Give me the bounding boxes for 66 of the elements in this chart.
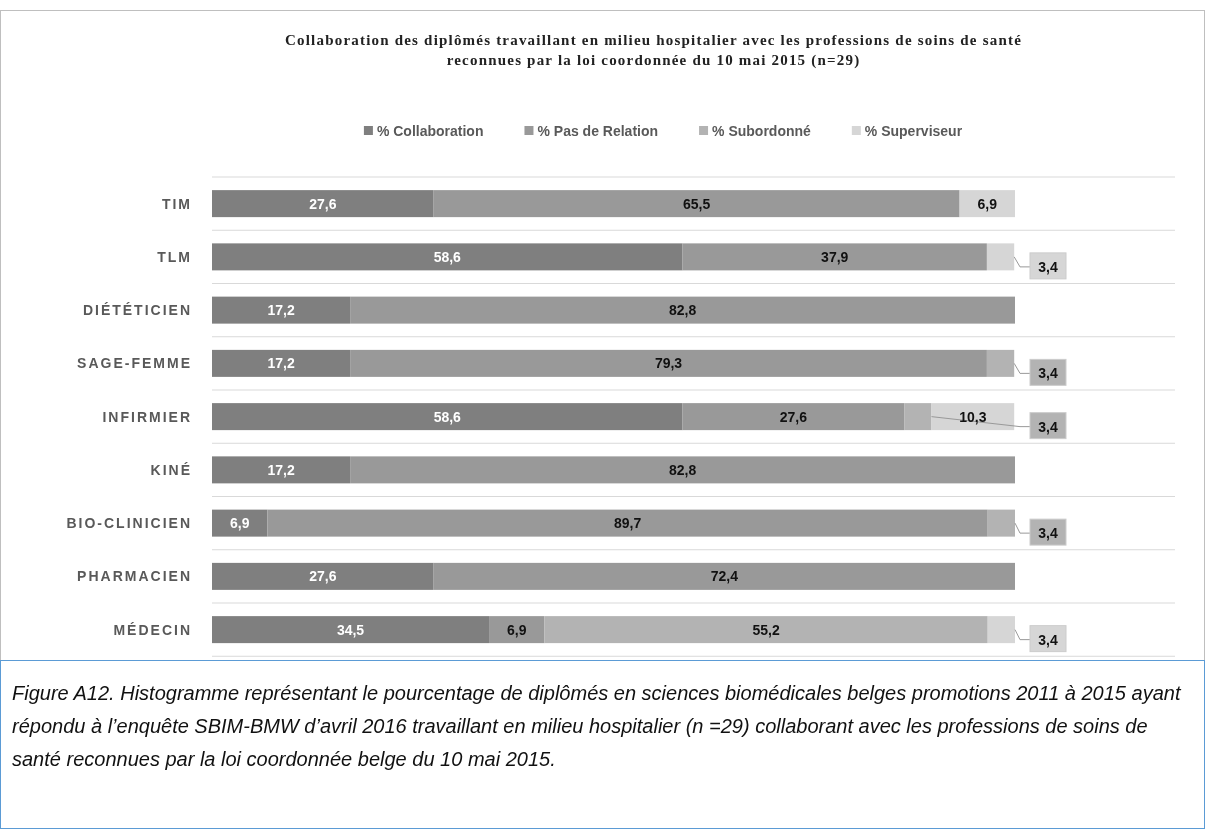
- data-label: 34,5: [336, 621, 365, 638]
- data-label: 17,2: [267, 461, 295, 478]
- data-label: 3,4: [1038, 525, 1058, 542]
- bar: [212, 616, 490, 644]
- legend-label: % Superviseur: [864, 123, 963, 139]
- y-tick-label: MÉDECIN: [113, 621, 192, 638]
- bar: [682, 243, 987, 271]
- data-label: 89,7: [613, 515, 642, 532]
- data-label: 27,6: [309, 195, 337, 212]
- bar: [350, 456, 1015, 484]
- bar: [904, 403, 932, 431]
- y-tick-label: KINÉ: [150, 461, 192, 478]
- bar: [212, 456, 351, 484]
- caption: Figure A12. Histogramme représentant le pourcentage de diplômés en sciences biomédicales belges promotions 2011 à 2015 ayant répondu à l’enquête SBIM-BMW d’avril 2016 travaillant en milieu hospitalier (n =29) collaborant avec les professions de soins de santé reconnues par la loi coordonnée belge du 10 mai 2015.: [12, 682, 1182, 770]
- data-label: 3,4: [1038, 631, 1058, 648]
- data-label: 3,4: [1038, 258, 1058, 275]
- bar: [987, 616, 1015, 644]
- y-tick-label: BIO-CLINICIEN: [66, 515, 192, 532]
- data-label: 55,2: [752, 621, 780, 638]
- bar: [212, 243, 683, 271]
- bar: [350, 349, 987, 377]
- bar: [212, 562, 434, 590]
- y-tick-label: TIM: [161, 195, 192, 212]
- data-label: 79,3: [654, 355, 683, 372]
- data-label: 17,2: [267, 302, 295, 319]
- chart-title: Collaboration des diplômés travaillant en milieu hospitalier avec les professions de soins de santé reconnues par la loi coordonnée du 10 mai 2015 (n=29): [284, 32, 1023, 69]
- bar: [987, 509, 1015, 537]
- bar: [489, 616, 545, 644]
- bar: [350, 296, 1015, 324]
- data-label: 6,9: [229, 515, 250, 532]
- bar: [986, 243, 1015, 271]
- data-label: 10,3: [959, 408, 987, 425]
- bar: [212, 349, 351, 377]
- bar: [433, 190, 960, 218]
- data-label: 3,4: [1038, 418, 1058, 435]
- y-tick-label: INFIRMIER: [102, 408, 192, 425]
- y-tick-label: PHARMACIEN: [77, 568, 192, 585]
- data-label: 27,6: [779, 408, 808, 425]
- bar: [544, 616, 988, 644]
- bar: [682, 403, 905, 431]
- bar: [986, 349, 1015, 377]
- data-label: 3,4: [1038, 365, 1058, 382]
- bar: [267, 509, 988, 537]
- data-label: 6,9: [507, 621, 527, 638]
- bar: [212, 190, 434, 218]
- bar: [212, 296, 351, 324]
- bar: [212, 509, 268, 537]
- y-tick-label: SAGE-FEMME: [77, 355, 192, 372]
- data-label: 17,2: [267, 355, 295, 372]
- legend-label: % Subordonné: [712, 123, 812, 139]
- data-label: 58,6: [433, 408, 462, 425]
- legend-label: % Collaboration: [376, 123, 484, 139]
- data-label: 37,9: [821, 248, 849, 265]
- data-label: 82,8: [668, 461, 697, 478]
- bar: [212, 403, 683, 431]
- data-label: 65,5: [682, 195, 711, 212]
- y-tick-label: TLM: [157, 248, 192, 265]
- data-label: 72,4: [710, 568, 739, 585]
- bar: [959, 190, 1015, 218]
- y-tick-label: DIÉTÉTICIEN: [82, 302, 192, 319]
- data-label: 6,9: [977, 195, 998, 212]
- data-label: 82,8: [668, 302, 697, 319]
- data-label: 58,6: [433, 248, 462, 265]
- bar: [433, 562, 1015, 590]
- data-label: 27,6: [309, 568, 337, 585]
- legend-label: % Pas de Relation: [537, 123, 659, 139]
